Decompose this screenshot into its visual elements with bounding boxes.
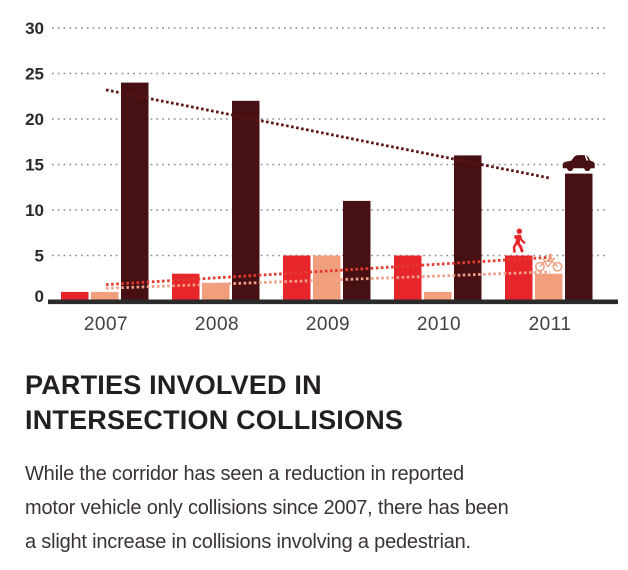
chart-description: While the corridor has seen a reduction …: [25, 457, 628, 559]
x-axis-label-2008: 2008: [195, 314, 239, 335]
y-axis-tick-label-10: 10: [25, 201, 44, 220]
description-line2: motor vehicle only collisions since 2007…: [25, 497, 509, 519]
description-line1: While the corridor has seen a reduction …: [25, 463, 464, 485]
motor-vehicle-bar-2008: [232, 100, 260, 303]
pedestrian-bar-2008: [172, 273, 200, 303]
x-axis-label-2007: 2007: [84, 314, 128, 335]
motor-vehicle-bar-2010: [454, 155, 482, 303]
pedestrian-bar-2011: [505, 255, 533, 303]
description-line3: a slight increase in collisions involvin…: [25, 531, 471, 553]
y-axis-tick-label-15: 15: [25, 156, 44, 175]
bicycle-bar-2008: [202, 282, 230, 303]
motor-vehicle-trendline: [105, 88, 551, 180]
car-icon: [562, 154, 596, 172]
y-axis-tick-label-30: 30: [25, 19, 44, 38]
pedestrian-bar-2007: [61, 291, 89, 303]
pedestrian-icon: [512, 228, 526, 253]
motor-vehicle-bar-2009: [343, 200, 371, 303]
x-axis-label-2010: 2010: [417, 314, 461, 335]
chart-title: PARTIES INVOLVED IN INTERSECTION COLLISI…: [25, 368, 628, 438]
collisions-bar-chart: 2007 2008 2009 2010 2011 0 5 10 15 20 25 30: [25, 19, 618, 335]
x-axis-label-2011: 2011: [529, 314, 572, 335]
bicycle-bar-2010: [424, 291, 452, 303]
y-axis-tick-label-20: 20: [25, 110, 44, 129]
y-axis-tick-label-0: 0: [35, 287, 44, 306]
motor-vehicle-bar-2007: [121, 82, 149, 303]
bicycle-bar-2011: [535, 273, 563, 303]
x-axis-line: [48, 299, 618, 305]
chart-title-line1: PARTIES INVOLVED IN: [25, 370, 322, 400]
chart-title-line2: INTERSECTION COLLISIONS: [25, 405, 404, 435]
bicycle-bar-2007: [91, 291, 119, 303]
y-axis-tick-label-5: 5: [35, 247, 44, 266]
pedestrian-bar-2009: [283, 255, 311, 303]
y-axis-tick-label-25: 25: [25, 65, 44, 84]
pedestrian-bar-2010: [394, 255, 422, 303]
x-axis-label-2009: 2009: [306, 314, 350, 335]
motor-vehicle-bar-2011: [565, 173, 593, 303]
